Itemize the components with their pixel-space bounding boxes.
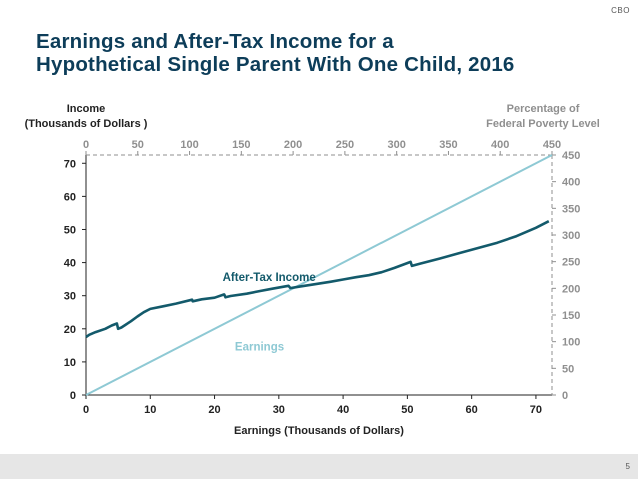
x-tick-label: 60 xyxy=(466,404,478,416)
right-tick-label: 450 xyxy=(562,150,580,162)
title-line-1: Earnings and After-Tax Income for a xyxy=(36,30,394,53)
right-tick-label: 350 xyxy=(562,203,580,215)
right-tick-label: 400 xyxy=(562,177,580,189)
earnings-series-label: Earnings xyxy=(235,341,284,353)
page-number: 5 xyxy=(625,462,630,471)
footer-bar xyxy=(0,454,638,479)
after-tax-income-series-label: After-Tax Income xyxy=(223,272,316,284)
right-tick-label: 150 xyxy=(562,310,580,322)
earnings-line xyxy=(85,154,553,396)
x-tick-label: 70 xyxy=(530,404,542,416)
y-tick-label: 20 xyxy=(64,324,76,336)
top-tick-label: 150 xyxy=(232,139,250,151)
right-axis-label-line-2: Federal Poverty Level xyxy=(486,118,600,130)
x-tick-label: 20 xyxy=(208,404,220,416)
top-tick-label: 350 xyxy=(439,139,457,151)
x-tick-label: 30 xyxy=(273,404,285,416)
y-tick-label: 10 xyxy=(64,357,76,369)
x-tick-label: 10 xyxy=(144,404,156,416)
right-tick-label: 0 xyxy=(562,390,568,402)
right-axis-label: Percentage of Federal Poverty Level xyxy=(458,102,628,132)
y-tick-label: 0 xyxy=(70,390,76,402)
y-tick-label: 50 xyxy=(64,224,76,236)
right-tick-label: 200 xyxy=(562,283,580,295)
y-tick-label: 70 xyxy=(64,158,76,170)
top-tick-label: 200 xyxy=(284,139,302,151)
title-line-2: Hypothetical Single Parent With One Chil… xyxy=(36,53,515,76)
x-tick-label: 50 xyxy=(401,404,413,416)
page-title: Earnings and After-Tax Income for a Hypo… xyxy=(36,30,616,76)
left-axis-label-line-2: (Thousands of Dollars ) xyxy=(24,118,148,130)
x-tick-label: 0 xyxy=(83,404,89,416)
right-tick-label: 100 xyxy=(562,337,580,349)
right-tick-label: 300 xyxy=(562,230,580,242)
y-tick-label: 60 xyxy=(64,191,76,203)
left-axis-label-line-1: Income xyxy=(66,103,106,115)
top-tick-label: 250 xyxy=(336,139,354,151)
x-tick-label: 40 xyxy=(337,404,349,416)
top-tick-label: 300 xyxy=(387,139,405,151)
top-tick-label: 100 xyxy=(180,139,198,151)
x-axis-label: Earnings (Thousands of Dollars) xyxy=(234,425,404,437)
y-tick-label: 40 xyxy=(64,258,76,270)
cbo-logo-text: CBO xyxy=(611,6,630,15)
after-tax-income-line xyxy=(85,220,550,339)
y-tick-label: 30 xyxy=(64,291,76,303)
top-tick-label: 450 xyxy=(543,139,561,151)
right-tick-label: 50 xyxy=(562,363,574,375)
right-tick-label: 250 xyxy=(562,257,580,269)
right-axis-label-line-1: Percentage of xyxy=(506,103,580,115)
top-tick-label: 50 xyxy=(132,139,144,151)
top-tick-label: 0 xyxy=(83,139,89,151)
left-axis-label: Income (Thousands of Dollars ) xyxy=(0,102,172,132)
top-tick-label: 400 xyxy=(491,139,509,151)
